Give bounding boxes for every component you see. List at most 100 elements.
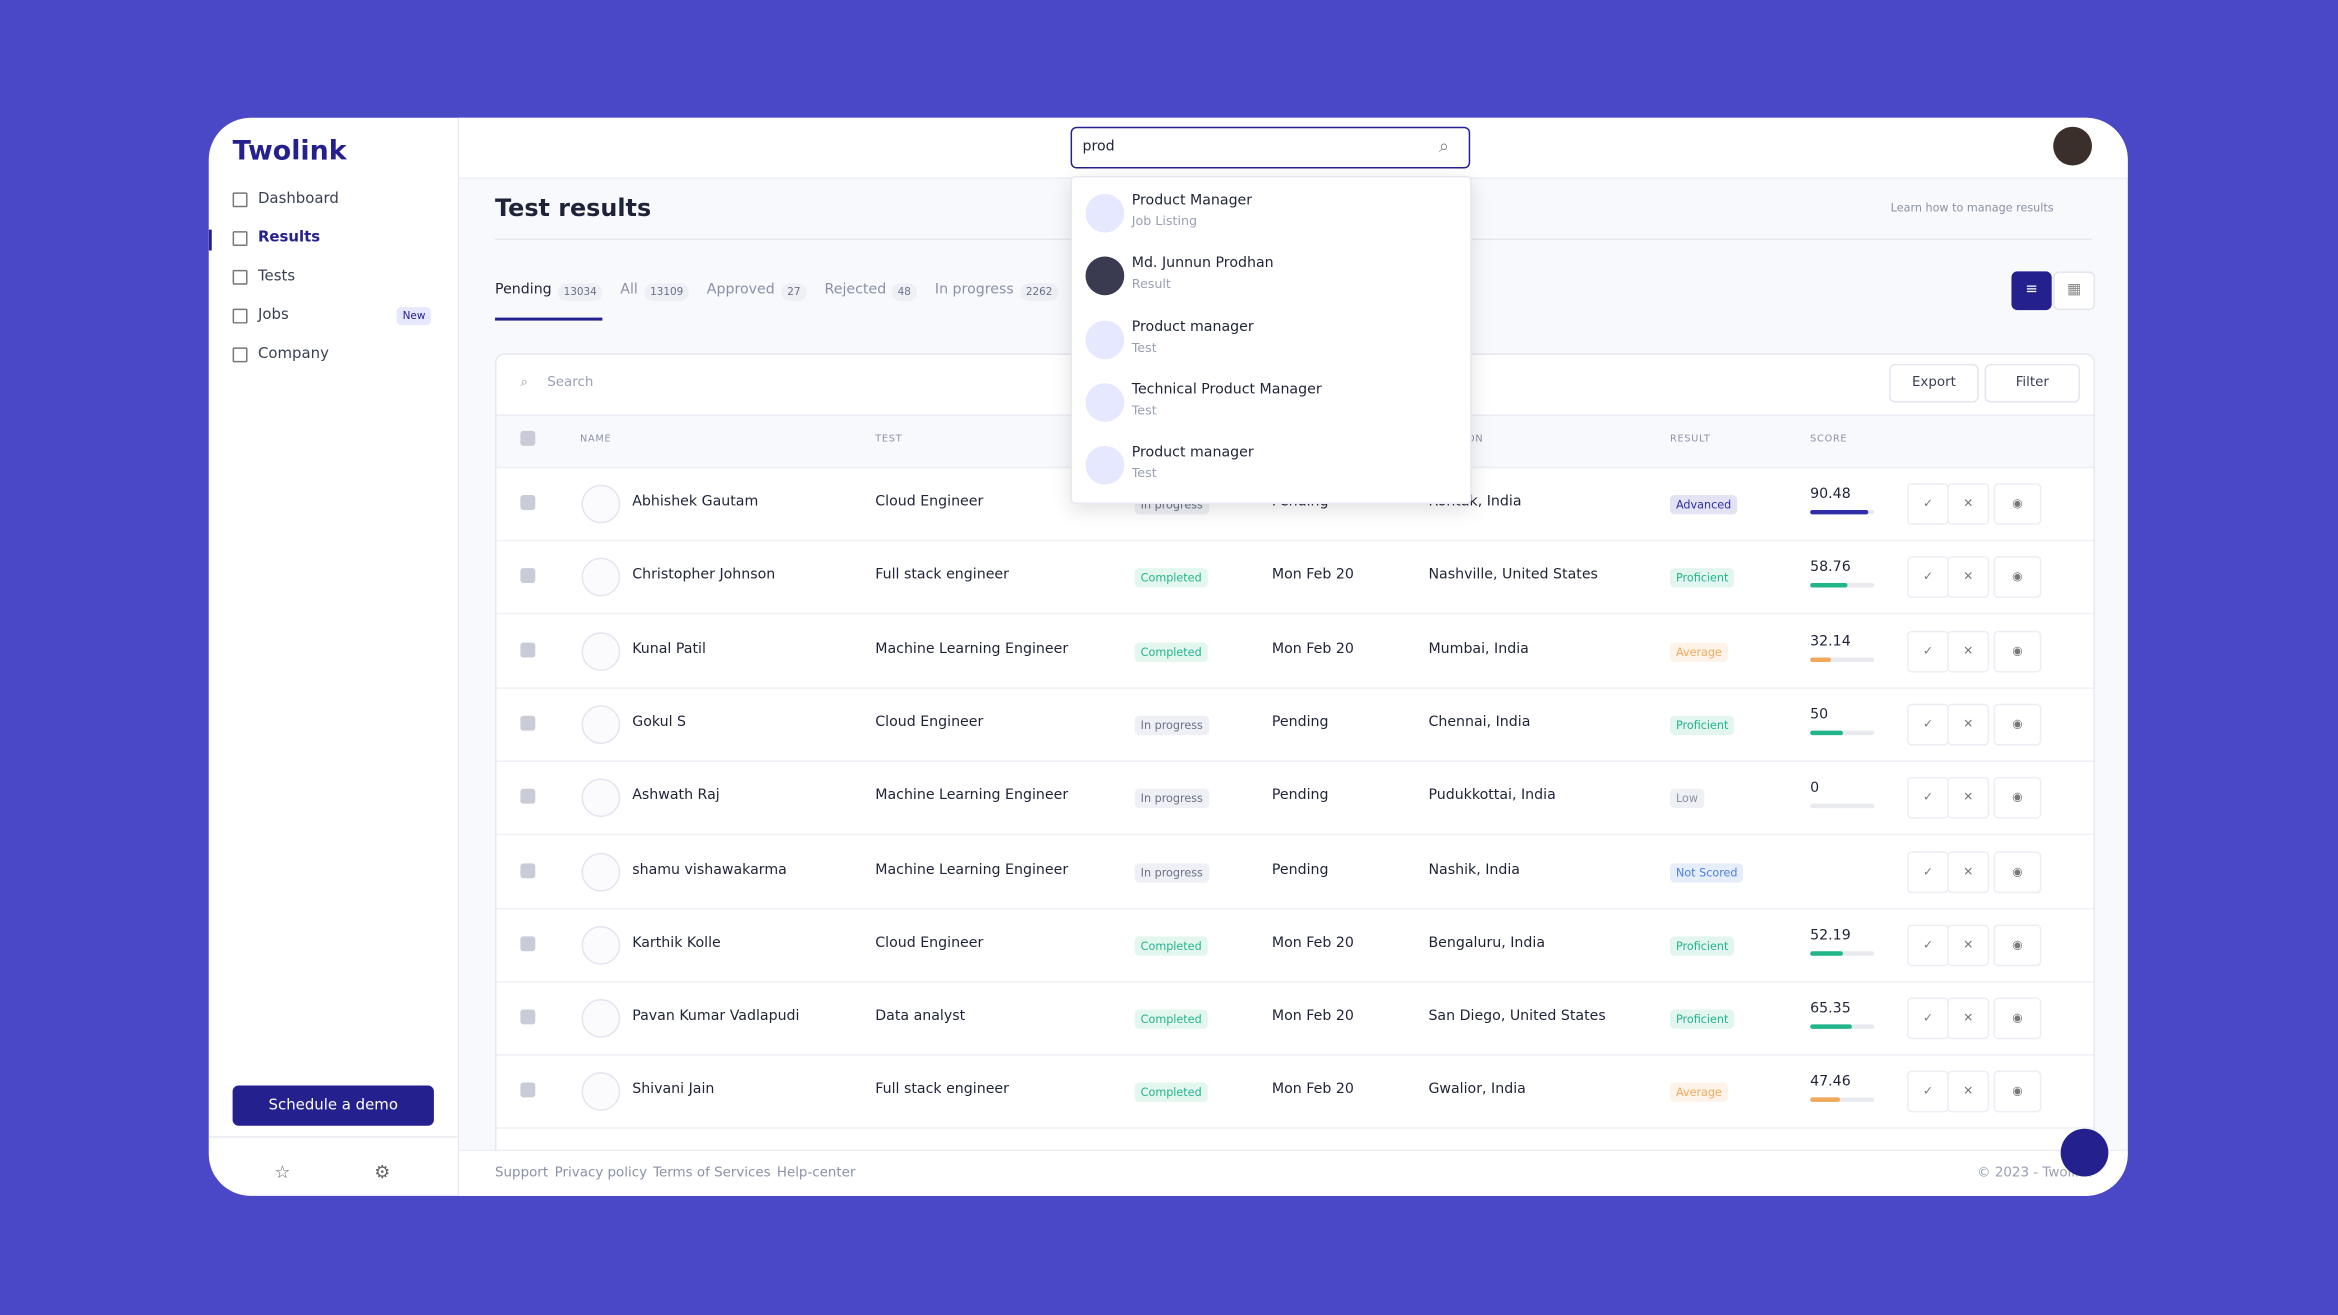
grid-view-button[interactable]: ▦ <box>2053 271 2095 311</box>
row-checkbox[interactable] <box>520 1009 536 1025</box>
suggestion-type: Test <box>1131 403 1157 419</box>
approve-button[interactable]: ✓ <box>1907 556 1949 599</box>
nav-item[interactable]: Tests <box>257 268 296 285</box>
suggestion-title[interactable]: Product Manager <box>1131 192 1253 209</box>
tab[interactable]: Pending <box>495 281 552 299</box>
status-pill: Completed <box>1134 1083 1208 1103</box>
global-search[interactable]: prod ⌕ <box>1070 126 1471 169</box>
reject-button[interactable]: ✕ <box>1947 483 1990 525</box>
score-bar <box>1810 656 1831 662</box>
candidate-name[interactable]: Karthik Kolle <box>632 934 721 951</box>
reject-button[interactable]: ✕ <box>1947 703 1990 746</box>
candidate-name[interactable]: Shivani Jain <box>632 1081 715 1099</box>
view-button[interactable]: ◉ <box>1993 630 2042 672</box>
tab[interactable]: Rejected <box>824 281 887 299</box>
reject-button[interactable]: ✕ <box>1947 777 1990 819</box>
suggestion-title[interactable]: Md. Junnun Prodhan <box>1131 255 1274 272</box>
row-checkbox[interactable] <box>520 862 536 878</box>
chat-button[interactable] <box>2060 1128 2109 1177</box>
nav-item[interactable]: Results <box>257 229 321 247</box>
tab-count: 48 <box>891 283 917 302</box>
location: Mumbai, India <box>1428 640 1529 657</box>
row-checkbox[interactable] <box>520 495 536 510</box>
score-bar <box>1810 583 1848 588</box>
approve-button[interactable]: ✓ <box>1907 777 1949 819</box>
result-pill: Low <box>1669 789 1704 809</box>
candidate-name[interactable]: Ashwath Raj <box>632 787 720 804</box>
row-checkbox[interactable] <box>520 789 536 804</box>
approve-button[interactable]: ✓ <box>1907 850 1949 893</box>
candidate-name[interactable]: Abhishek Gautam <box>632 493 759 510</box>
list-view-button[interactable]: ≡ <box>2011 271 2052 311</box>
tab[interactable]: In progress <box>934 281 1014 299</box>
nav-item[interactable]: Dashboard <box>257 190 339 208</box>
candidate-name[interactable]: Kunal Patil <box>632 640 706 657</box>
approve-button[interactable]: ✓ <box>1907 483 1949 525</box>
tab[interactable]: All <box>620 281 638 299</box>
schedule-demo-button[interactable]: Schedule a demo <box>232 1085 434 1126</box>
candidate-name[interactable]: Pavan Kumar Vadlapudi <box>632 1008 800 1025</box>
view-button[interactable]: ◉ <box>1993 556 2042 599</box>
candidate-name[interactable]: Gokul S <box>632 714 687 731</box>
approve-button[interactable]: ✓ <box>1907 997 1949 1040</box>
reject-button[interactable]: ✕ <box>1947 1071 1990 1113</box>
test-name: Machine Learning Engineer <box>875 640 1069 657</box>
export-button[interactable]: Export <box>1889 363 1979 403</box>
approve-button[interactable]: ✓ <box>1907 924 1949 966</box>
row-checkbox[interactable] <box>520 642 536 657</box>
row-checkbox[interactable] <box>520 1083 536 1099</box>
suggestion-type: Result <box>1131 277 1171 293</box>
date: Mon Feb 20 <box>1271 1081 1354 1099</box>
column-header[interactable]: RESULT <box>1669 432 1711 445</box>
nav-item[interactable]: Company <box>257 345 329 363</box>
suggestion-title[interactable]: Technical Product Manager <box>1131 381 1322 398</box>
row-checkbox[interactable] <box>520 568 536 584</box>
view-button[interactable]: ◉ <box>1993 703 2042 746</box>
row-checkbox[interactable] <box>520 936 536 951</box>
approve-button[interactable]: ✓ <box>1907 1071 1949 1113</box>
footer-link[interactable]: Help-center <box>776 1166 856 1181</box>
date: Mon Feb 20 <box>1271 1008 1354 1025</box>
nav-badge: New <box>396 307 432 326</box>
date: Pending <box>1271 861 1329 878</box>
view-button[interactable]: ◉ <box>1993 924 2042 966</box>
reject-button[interactable]: ✕ <box>1947 924 1990 966</box>
view-button[interactable]: ◉ <box>1993 777 2042 819</box>
approve-button[interactable]: ✓ <box>1907 630 1949 672</box>
column-header[interactable]: NAME <box>580 432 612 445</box>
view-button[interactable]: ◉ <box>1993 483 2042 525</box>
view-button[interactable]: ◉ <box>1993 850 2042 893</box>
select-all-checkbox[interactable] <box>520 430 536 446</box>
table-search[interactable]: Search <box>547 375 594 391</box>
approve-button[interactable]: ✓ <box>1907 703 1949 746</box>
column-header[interactable]: SCORE <box>1810 432 1848 445</box>
divider <box>208 1136 458 1138</box>
nav-item[interactable]: Jobs <box>257 307 289 324</box>
reject-button[interactable]: ✕ <box>1947 997 1990 1040</box>
reject-button[interactable]: ✕ <box>1947 850 1990 893</box>
row-checkbox[interactable] <box>520 715 536 731</box>
user-avatar[interactable] <box>2053 126 2092 166</box>
settings-icon[interactable]: ⚙ <box>374 1161 391 1183</box>
view-button[interactable]: ◉ <box>1993 997 2042 1040</box>
candidate-name[interactable]: Christopher Johnson <box>632 567 776 584</box>
result-pill: Average <box>1669 1083 1728 1103</box>
footer-link[interactable]: Privacy policy <box>554 1166 648 1181</box>
column-header[interactable]: TEST <box>875 432 903 445</box>
search-input[interactable]: prod <box>1082 138 1115 156</box>
favorites-icon[interactable]: ☆ <box>274 1161 291 1183</box>
suggestion-title[interactable]: Product manager <box>1131 444 1254 462</box>
filter-button[interactable]: Filter <box>1984 363 2081 403</box>
status-pill: Completed <box>1134 642 1208 662</box>
suggestion-title[interactable]: Product manager <box>1131 318 1254 335</box>
reject-button[interactable]: ✕ <box>1947 556 1990 599</box>
help-link[interactable]: Learn how to manage results <box>1890 201 2054 215</box>
view-button[interactable]: ◉ <box>1993 1071 2042 1113</box>
candidate-name[interactable]: shamu vishawakarma <box>632 861 787 878</box>
tab[interactable]: Approved <box>706 281 775 299</box>
avatar <box>581 999 621 1038</box>
footer-link[interactable]: Support <box>495 1166 549 1181</box>
reject-button[interactable]: ✕ <box>1947 630 1990 672</box>
footer-link[interactable]: Terms of Services <box>653 1166 771 1181</box>
nav-icon <box>232 347 248 363</box>
